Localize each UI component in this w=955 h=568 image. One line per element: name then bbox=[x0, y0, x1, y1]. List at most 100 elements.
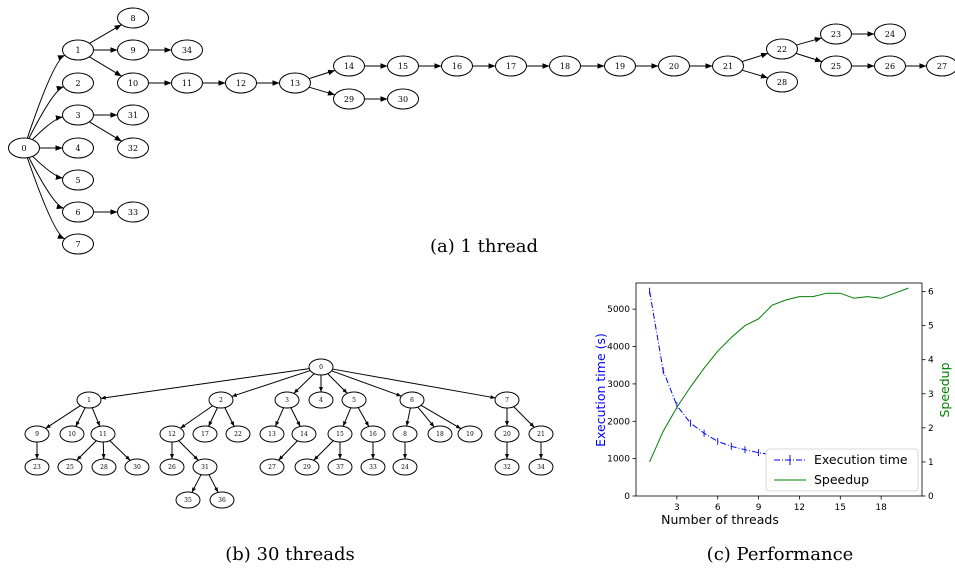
edge-0-3 bbox=[293, 373, 315, 394]
edge-31-36 bbox=[208, 474, 219, 493]
edge-5-15 bbox=[342, 407, 352, 427]
node-label: 29 bbox=[303, 464, 311, 471]
node-29: 29 bbox=[294, 458, 320, 476]
node-label: 10 bbox=[68, 431, 76, 438]
edge-1-10 bbox=[89, 56, 122, 77]
edge-11-30 bbox=[109, 440, 131, 461]
node-label: 13 bbox=[268, 431, 276, 438]
node-label: 1 bbox=[75, 46, 80, 55]
node-label: 12 bbox=[168, 431, 176, 438]
edge-12-31 bbox=[178, 440, 199, 461]
node-label: 14 bbox=[300, 431, 308, 438]
node-5: 5 bbox=[62, 169, 94, 191]
y-right-tick-label: 2 bbox=[928, 424, 934, 434]
node-label: 25 bbox=[831, 62, 841, 71]
edge-2-17 bbox=[208, 407, 218, 427]
node-8: 8 bbox=[117, 7, 149, 29]
node-label: 16 bbox=[452, 62, 462, 71]
y-left-tick-label: 4000 bbox=[607, 343, 630, 353]
edge-21-22 bbox=[741, 52, 769, 63]
node-23: 23 bbox=[24, 458, 50, 476]
node-label: 34 bbox=[182, 46, 192, 55]
node-7: 7 bbox=[494, 391, 520, 409]
node-label: 20 bbox=[503, 431, 511, 438]
y-right-tick-label: 5 bbox=[928, 322, 934, 332]
y-left-tick-label: 3000 bbox=[607, 380, 630, 390]
node-label: 14 bbox=[344, 62, 354, 71]
node-3: 3 bbox=[274, 391, 300, 409]
edge-1-8 bbox=[89, 24, 122, 44]
node-1: 1 bbox=[76, 391, 102, 409]
edge-0-1 bbox=[26, 54, 66, 139]
node-34: 34 bbox=[528, 458, 554, 476]
node-label: 27 bbox=[268, 464, 276, 471]
node-19: 19 bbox=[457, 425, 483, 443]
edge-6-19 bbox=[420, 404, 462, 430]
edge-6-18 bbox=[417, 406, 435, 428]
node-label: 19 bbox=[466, 431, 474, 438]
y-axis-label-right: Speedup bbox=[937, 362, 952, 417]
node-label: 33 bbox=[369, 464, 377, 471]
x-tick-label: 12 bbox=[794, 503, 805, 513]
node-6: 6 bbox=[62, 201, 94, 223]
node-27: 27 bbox=[259, 458, 285, 476]
edge-2-12 bbox=[180, 405, 213, 429]
node-label: 30 bbox=[133, 464, 141, 471]
node-13: 13 bbox=[279, 72, 311, 94]
node-35: 35 bbox=[175, 491, 201, 509]
node-12: 12 bbox=[159, 425, 185, 443]
node-label: 7 bbox=[75, 240, 80, 249]
node-label: 1 bbox=[87, 397, 91, 404]
node-11: 11 bbox=[171, 72, 203, 94]
node-18: 18 bbox=[549, 55, 581, 77]
caption-b: (b) 30 threads bbox=[225, 544, 355, 565]
x-tick-label: 15 bbox=[835, 503, 846, 513]
node-label: 9 bbox=[35, 431, 39, 438]
node-3: 3 bbox=[62, 104, 94, 126]
node-21: 21 bbox=[528, 425, 554, 443]
node-label: 2 bbox=[219, 397, 223, 404]
node-26: 26 bbox=[159, 458, 185, 476]
node-label: 27 bbox=[937, 62, 947, 71]
x-tick-label: 6 bbox=[715, 503, 721, 513]
node-label: 4 bbox=[75, 144, 80, 153]
node-27: 27 bbox=[926, 55, 955, 77]
edge-0-7 bbox=[332, 368, 496, 400]
edge-22-23 bbox=[796, 37, 822, 46]
node-label: 0 bbox=[319, 364, 323, 371]
node-14: 14 bbox=[291, 425, 317, 443]
node-31: 31 bbox=[117, 104, 149, 126]
node-19: 19 bbox=[604, 55, 636, 77]
x-tick-label: 18 bbox=[875, 503, 887, 513]
node-label: 16 bbox=[369, 431, 377, 438]
edge-13-14 bbox=[308, 69, 336, 80]
node-37: 37 bbox=[327, 458, 353, 476]
caption-c: (c) Performance bbox=[707, 544, 854, 565]
node-label: 37 bbox=[336, 464, 344, 471]
node-label: 6 bbox=[75, 208, 80, 217]
node-label: 8 bbox=[403, 431, 407, 438]
node-36: 36 bbox=[209, 491, 235, 509]
edge-1-10 bbox=[75, 407, 86, 427]
node-label: 10 bbox=[128, 79, 138, 88]
node-label: 20 bbox=[669, 62, 679, 71]
y-right-tick-label: 1 bbox=[928, 458, 934, 468]
node-label: 15 bbox=[336, 431, 344, 438]
legend: Execution time Speedup bbox=[765, 448, 919, 492]
x-axis-label: Number of threads bbox=[661, 512, 779, 527]
y-right-tick-label: 4 bbox=[928, 356, 934, 366]
edge-1-9 bbox=[45, 405, 81, 429]
node-15: 15 bbox=[387, 55, 419, 77]
y-axis-label-left: Execution time (s) bbox=[593, 333, 608, 447]
node-10: 10 bbox=[59, 425, 85, 443]
node-6: 6 bbox=[399, 391, 425, 409]
edge-31-35 bbox=[191, 474, 202, 493]
node-12: 12 bbox=[225, 72, 257, 94]
edge-0-5 bbox=[327, 373, 348, 394]
y-left-tick-label: 0 bbox=[624, 492, 630, 502]
edge-0-2 bbox=[28, 85, 64, 139]
node-33: 33 bbox=[117, 201, 149, 223]
